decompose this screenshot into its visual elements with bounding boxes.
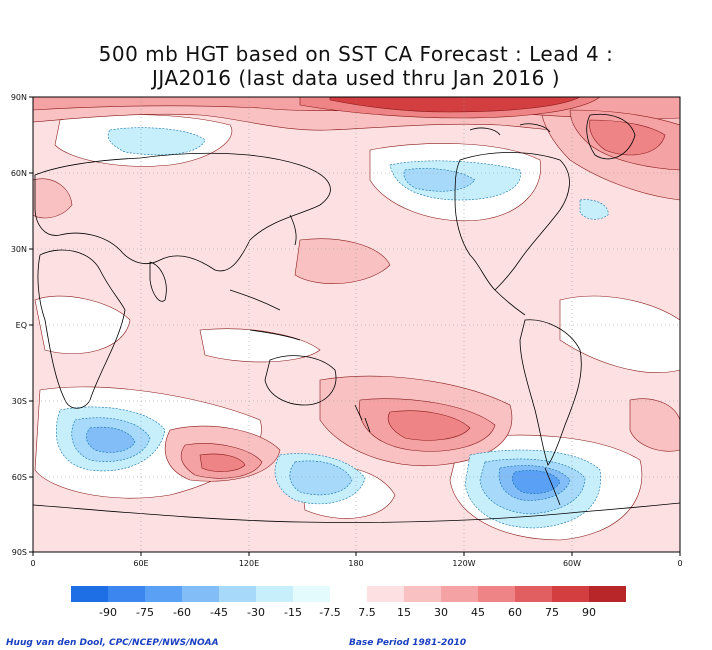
colorbar-label: 90 (582, 606, 596, 619)
colorbar-label: 60 (508, 606, 522, 619)
colorbar-swatch (71, 586, 108, 602)
credit-author: Huug van den Dool, CPC/NCEP/NWS/NOAA (6, 638, 219, 648)
lat-label-eq: EQ (16, 321, 27, 330)
colorbar-label: -45 (210, 606, 228, 619)
lat-label-60s: 60S (12, 473, 27, 482)
lat-label-30n: 30N (11, 245, 27, 254)
colorbar-swatch (256, 586, 293, 602)
colorbar-label: 45 (471, 606, 485, 619)
lon-label-120w: 120W (452, 559, 475, 568)
colorbar-label: 15 (397, 606, 411, 619)
colorbar-swatch (404, 586, 441, 602)
colorbar-label: -30 (247, 606, 265, 619)
colorbar-swatch (219, 586, 256, 602)
lon-label-120e: 120E (239, 559, 259, 568)
colorbar-label: -90 (99, 606, 117, 619)
chart-title-line1: 500 mb HGT based on SST CA Forecast : Le… (98, 42, 614, 66)
longitude-labels: 0 60E 120E 180 120W 60W 0 (30, 559, 682, 568)
lat-label-60n: 60N (11, 169, 27, 178)
colorbar-swatch (441, 586, 478, 602)
colorbar-label: -7.5 (319, 606, 340, 619)
colorbar-label: 75 (545, 606, 559, 619)
positive-60-regions (329, 97, 581, 113)
colorbar-swatch (367, 586, 404, 602)
colorbar-label: 30 (434, 606, 448, 619)
coastlines (33, 113, 680, 523)
lon-label-180: 180 (348, 559, 363, 568)
lat-label-90s: 90S (12, 548, 27, 557)
colorbar-swatch (552, 586, 589, 602)
colorbar-swatch (478, 586, 515, 602)
colorbar-swatch (145, 586, 182, 602)
colorbar-label: -75 (136, 606, 154, 619)
map-field (33, 97, 680, 552)
colorbar-label: -60 (173, 606, 191, 619)
lon-label-60e: 60E (133, 559, 148, 568)
colorbar: -90 -75 -60 -45 -30 -15 -7.5 7.5 15 30 45 60 75 90 (71, 586, 626, 619)
lat-label-30s: 30S (12, 397, 27, 406)
colorbar-swatch (515, 586, 552, 602)
lat-label-90n: 90N (11, 93, 27, 102)
colorbar-swatch (108, 586, 145, 602)
lon-label-0-right: 0 (677, 559, 682, 568)
colorbar-swatch (589, 586, 626, 602)
colorbar-swatch (330, 586, 367, 602)
colorbar-label: -15 (284, 606, 302, 619)
lon-label-60w: 60W (563, 559, 581, 568)
latitude-labels: 90N 60N 30N EQ 30S 60S 90S (11, 93, 27, 557)
colorbar-swatch (293, 586, 330, 602)
colorbar-label: 7.5 (358, 606, 376, 619)
colorbar-swatch (182, 586, 219, 602)
lon-label-0-left: 0 (30, 559, 35, 568)
tick-marks (29, 96, 681, 556)
credit-base-period: Base Period 1981-2010 (349, 638, 467, 648)
chart-title-line2: JJA2016 (last data used thru Jan 2016 ) (152, 66, 560, 90)
